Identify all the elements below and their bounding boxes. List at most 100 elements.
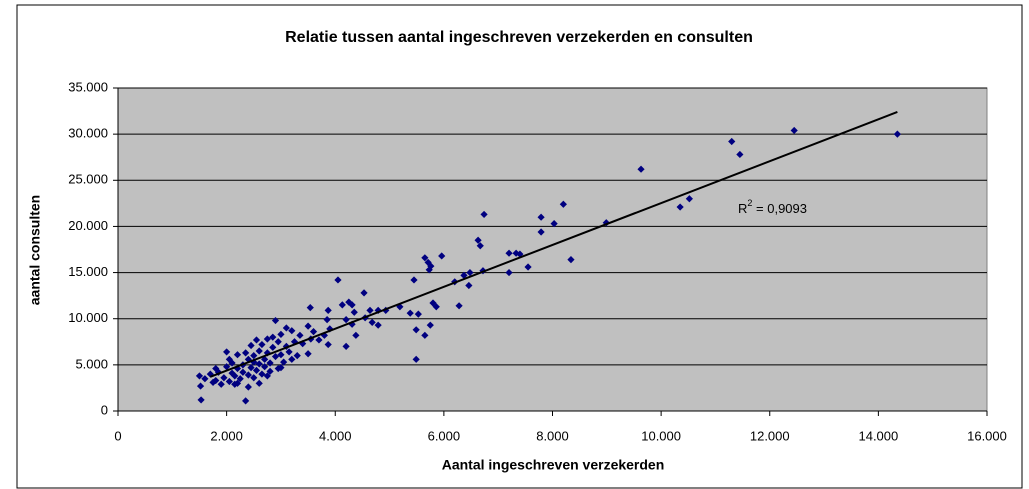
point: [263, 372, 271, 380]
y-tick-label: 30.000: [68, 126, 108, 141]
point: [516, 250, 524, 258]
y-tick-label: 0: [101, 402, 108, 417]
point: [266, 359, 274, 367]
y-tick-label: 10.000: [68, 310, 108, 325]
point: [537, 213, 545, 221]
point: [505, 249, 513, 257]
x-tick-label: 2.000: [210, 428, 243, 443]
point: [277, 330, 285, 339]
point: [342, 342, 350, 350]
point: [299, 340, 307, 348]
point: [736, 150, 744, 159]
point: [366, 306, 374, 315]
point: [282, 324, 290, 332]
point: [421, 254, 429, 262]
point: [247, 341, 255, 350]
x-tick-label: 10.000: [641, 428, 681, 443]
point: [274, 364, 282, 373]
point: [323, 316, 331, 324]
point: [360, 289, 368, 297]
point: [242, 349, 250, 357]
r-squared-base: R: [738, 201, 747, 216]
x-tick-label: 12.000: [750, 428, 790, 443]
y-tick-label: 15.000: [68, 264, 108, 279]
point: [212, 376, 220, 385]
trendline: [209, 111, 898, 378]
y-tick-label: 25.000: [68, 172, 108, 187]
point: [285, 348, 293, 356]
point: [559, 200, 567, 208]
x-tick-label: 0: [114, 428, 121, 443]
point: [223, 348, 231, 356]
point: [505, 268, 513, 277]
point: [324, 340, 332, 349]
point: [465, 281, 473, 290]
r-squared-annotation: R2 = 0,9093: [738, 198, 807, 216]
point: [412, 355, 420, 363]
point: [426, 321, 434, 329]
point: [231, 380, 239, 388]
point: [255, 360, 263, 368]
point: [460, 271, 468, 279]
point: [432, 303, 440, 311]
point: [217, 380, 225, 388]
point: [676, 203, 684, 211]
point: [255, 379, 263, 387]
point: [396, 303, 404, 311]
point: [258, 370, 266, 378]
point: [476, 242, 484, 250]
point: [258, 340, 266, 349]
point: [231, 372, 239, 380]
point: [223, 363, 231, 371]
point: [296, 331, 304, 339]
point: [342, 316, 350, 324]
point: [466, 268, 474, 277]
point: [414, 310, 422, 318]
chart-title: Relatie tussen aantal ingeschreven verze…: [285, 29, 753, 46]
point: [250, 352, 258, 360]
point: [236, 375, 244, 383]
point: [288, 355, 296, 363]
point: [220, 374, 228, 382]
point: [474, 236, 482, 244]
point: [893, 130, 901, 138]
point: [233, 351, 242, 359]
point: [271, 316, 280, 325]
point: [368, 318, 376, 327]
x-tick-label: 6.000: [428, 428, 461, 443]
point: [306, 304, 314, 312]
point: [242, 397, 250, 405]
x-tick-label: 8.000: [536, 428, 569, 443]
point: [274, 338, 282, 346]
point: [315, 336, 323, 344]
point: [374, 321, 382, 329]
point: [244, 383, 252, 391]
point: [637, 165, 645, 173]
point: [271, 352, 280, 361]
point: [304, 322, 312, 330]
point: [412, 326, 420, 334]
point: [277, 351, 285, 359]
point: [252, 366, 261, 374]
point: [550, 220, 558, 228]
y-axis-label: aantal consulten: [27, 195, 43, 305]
point: [350, 308, 358, 316]
point: [790, 126, 798, 135]
point: [421, 331, 429, 339]
point: [239, 368, 247, 376]
point: [512, 249, 520, 257]
x-tick-label: 16.000: [967, 428, 1007, 443]
point: [269, 343, 277, 351]
point: [309, 328, 318, 336]
point: [304, 350, 312, 358]
point: [225, 355, 233, 363]
point: [225, 377, 233, 386]
point: [244, 371, 252, 379]
point: [266, 367, 274, 375]
point: [293, 352, 301, 360]
point: [282, 342, 290, 350]
point: [455, 302, 463, 310]
y-tick-label: 20.000: [68, 218, 108, 233]
